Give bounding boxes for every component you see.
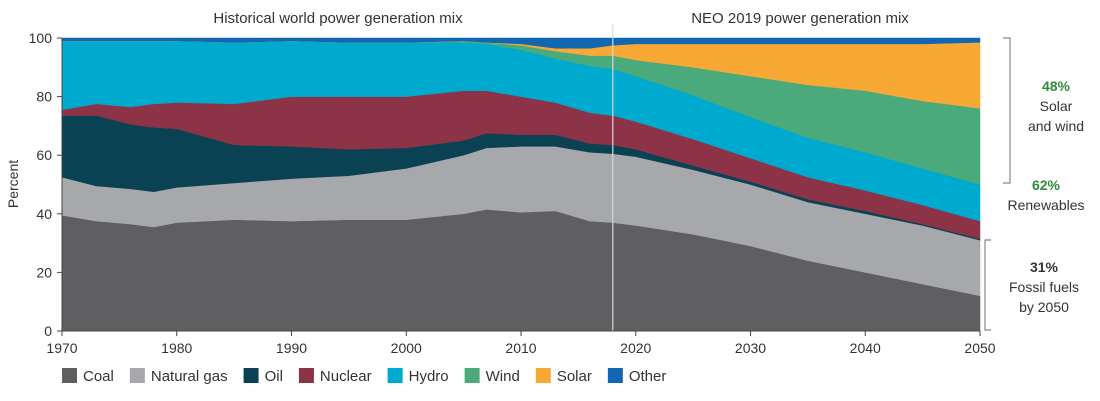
areas-layer [61, 37, 981, 332]
legend-label-other: Other [629, 368, 667, 385]
y-tick-label: 80 [36, 89, 52, 105]
legend-label-wind: Wind [486, 368, 520, 385]
x-tick-label: 2010 [505, 340, 536, 356]
y-tick-label: 20 [36, 264, 52, 280]
legend-swatch-natural-gas [129, 368, 145, 383]
legend-label-hydro: Hydro [409, 368, 449, 385]
fossil-label-line2: by 2050 [1019, 299, 1069, 315]
x-tick-label: 2040 [850, 340, 881, 356]
y-tick-label: 100 [29, 30, 53, 46]
legend-swatch-hydro [387, 368, 403, 383]
legend-swatch-wind [464, 368, 480, 383]
fossil-percent: 31% [1030, 259, 1059, 275]
y-tick-label: 40 [36, 206, 52, 222]
legend-swatch-solar [535, 368, 551, 383]
fossil-label-line1: Fossil fuels [1009, 279, 1079, 295]
x-tick-label: 1970 [46, 340, 77, 356]
x-tick-label: 2050 [964, 340, 995, 356]
annotations-layer: 48% Solar and wind 62% Renewables 31% Fo… [984, 37, 1085, 331]
y-tick-label: 0 [44, 323, 52, 339]
legend-label-natural-gas: Natural gas [151, 368, 228, 385]
solar-wind-percent: 48% [1042, 78, 1071, 94]
legend-label-solar: Solar [557, 368, 592, 385]
legend-label-nuclear: Nuclear [320, 368, 372, 385]
legend: Coal Natural gas Oil Nuclear Hydro Wind Solar O… [62, 368, 666, 385]
y-tick-label: 60 [36, 147, 52, 163]
renewables-label: Renewables [1007, 197, 1084, 213]
historical-title: Historical world power generation mix [213, 10, 463, 27]
legend-swatch-other [607, 368, 623, 383]
x-tick-label: 2000 [391, 340, 422, 356]
legend-swatch-coal [62, 368, 77, 383]
fossil-bracket [984, 239, 991, 331]
legend-label-oil: Oil [265, 368, 283, 385]
legend-label-coal: Coal [83, 368, 114, 385]
x-tick-label: 2020 [620, 340, 651, 356]
renewables-percent: 62% [1032, 177, 1061, 193]
solar-wind-label-line1: Solar [1040, 98, 1073, 114]
legend-swatch-oil [243, 368, 259, 383]
y-axis-label: Percent [5, 160, 21, 208]
forecast-title: NEO 2019 power generation mix [691, 10, 909, 27]
solar-wind-label-line2: and wind [1028, 118, 1084, 134]
legend-swatch-nuclear [298, 368, 314, 383]
x-tick-label: 1980 [161, 340, 192, 356]
x-tick-label: 2030 [735, 340, 766, 356]
series-area-other [61, 37, 981, 49]
x-tick-label: 1990 [276, 340, 307, 356]
renewables-bracket [1003, 37, 1011, 184]
